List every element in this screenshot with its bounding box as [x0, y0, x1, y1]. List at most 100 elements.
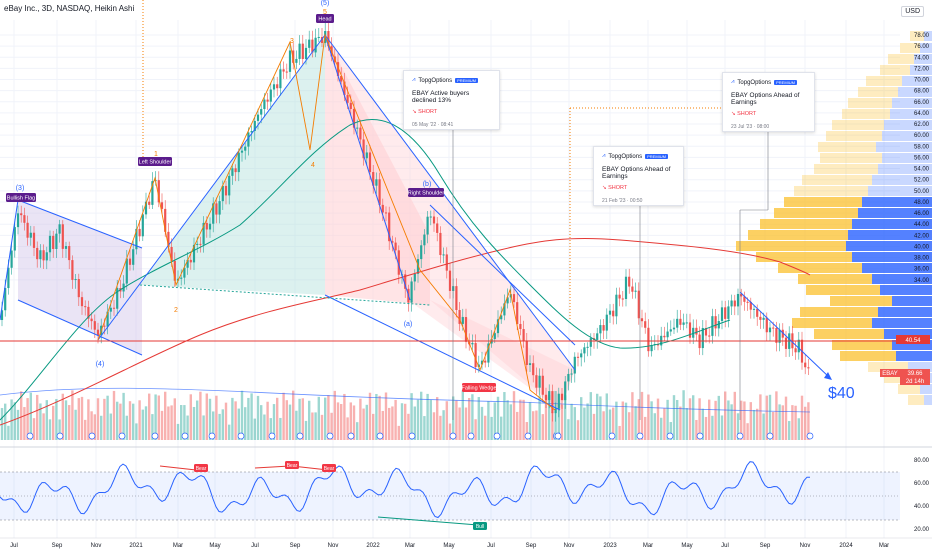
earnings-icon[interactable]	[696, 432, 704, 440]
earnings-icon[interactable]	[376, 432, 384, 440]
price-tags: 40.54 EBAY 39.66 2d 14h	[880, 335, 930, 385]
card-timestamp: 23 Jul '23 · 08:00	[731, 124, 770, 130]
time-axis-label: Jul	[721, 543, 729, 549]
price-tag-price: 39.66	[907, 371, 923, 377]
earnings-icon[interactable]	[237, 432, 245, 440]
brand-logo-icon: ⩘	[602, 153, 606, 159]
volume-profile	[736, 31, 932, 405]
price-axis-label: 64.00	[914, 111, 930, 117]
rsi-axis[interactable]: 80.00 60.00 40.00 20.00	[914, 458, 930, 533]
earnings-icon[interactable]	[449, 432, 457, 440]
card-brand: ⩘ TopgOptions PREMIUM	[731, 79, 797, 86]
earnings-icon[interactable]	[56, 432, 64, 440]
target-trend-line	[739, 291, 831, 379]
wave-label-4-blue: (4)	[96, 361, 105, 368]
time-axis-label: Mar	[405, 543, 415, 549]
idea-card-3[interactable]: ⩘ TopgOptions PREMIUM EBAY Options Ahead o…	[722, 72, 815, 132]
earnings-icon[interactable]	[88, 432, 96, 440]
price-axis-label: 36.00	[914, 267, 930, 273]
time-axis-label: Mar	[173, 543, 183, 549]
earnings-icon[interactable]	[151, 432, 159, 440]
rsi-bear-label[interactable]: Bear	[194, 464, 208, 472]
price-axis-label: 52.00	[914, 178, 930, 184]
rsi-bear-label[interactable]: Bear	[285, 461, 299, 469]
earnings-icon[interactable]	[181, 432, 189, 440]
earnings-icon[interactable]	[467, 432, 475, 440]
wave-label-1: 1	[154, 151, 158, 158]
time-axis-label: Nov	[800, 543, 811, 549]
time-axis-label: Sep	[760, 543, 771, 549]
rsi-label-text: Bull	[476, 524, 484, 530]
earnings-icon[interactable]	[608, 432, 616, 440]
rsi-axis-label: 20.00	[914, 527, 930, 533]
card-signal: ↘ SHORT	[602, 185, 628, 191]
rsi-axis-label: 40.00	[914, 504, 930, 510]
idea-card-1[interactable]: ⩘ TopgOptions PREMIUM EBAY Active buyers d…	[403, 70, 500, 130]
time-axis-label: Mar	[879, 543, 889, 549]
time-axis-label: Jul	[251, 543, 259, 549]
earnings-icon[interactable]	[347, 432, 355, 440]
rsi-line	[0, 461, 811, 519]
earnings-icon[interactable]	[736, 432, 744, 440]
price-axis-label: 68.00	[914, 89, 930, 95]
time-axis-label: 2022	[366, 543, 380, 549]
earnings-icon[interactable]	[118, 432, 126, 440]
earnings-icon[interactable]	[296, 432, 304, 440]
time-axis-label: Jul	[10, 543, 18, 549]
card-brand: ⩘ TopgOptions PREMIUM	[602, 153, 668, 160]
card-headline: EBAY Options Ahead of Earnings	[602, 166, 671, 180]
rsi-bull-label[interactable]: Bull	[473, 522, 487, 530]
time-axis-label: Nov	[91, 543, 102, 549]
earnings-icon[interactable]	[326, 432, 334, 440]
brand-logo-icon: ⩘	[412, 77, 416, 83]
time-axis-label: Sep	[526, 543, 537, 549]
price-tag-countdown: 2d 14h	[906, 379, 924, 385]
earnings-icon[interactable]	[666, 432, 674, 440]
time-axis[interactable]: Jul Sep Nov 2021 Mar May Jul Sep Nov 2022 Mar May Ju…	[10, 543, 889, 549]
earnings-icon[interactable]	[524, 432, 532, 440]
earnings-icon[interactable]	[806, 432, 814, 440]
earnings-icon[interactable]	[268, 432, 276, 440]
earnings-icon[interactable]	[26, 432, 34, 440]
head-shoulders-right-area	[325, 35, 430, 305]
label-right-shoulder-text: Right Shoulder	[408, 191, 445, 197]
card-headline: EBAY Options Ahead of Earnings	[731, 92, 800, 106]
wave-label-b-blue: (b)	[423, 181, 432, 188]
price-axis[interactable]: 78.00 76.00 74.00 72.00 70.00 68.00 66.00 64.00…	[914, 33, 930, 284]
price-axis-label: 34.00	[914, 278, 930, 284]
rsi-label-text: Bear	[287, 463, 298, 469]
wave-label-3: 3	[290, 38, 294, 45]
rsi-bear-label[interactable]: Bear	[322, 464, 336, 472]
earnings-icon[interactable]	[766, 432, 774, 440]
time-axis-label: Sep	[52, 543, 63, 549]
price-axis-label: 62.00	[914, 122, 930, 128]
card-timestamp: 21 Feb '23 · 00:50	[602, 198, 643, 204]
idea-card-2[interactable]: ⩘ TopgOptions PREMIUM EBAY Options Ahead o…	[593, 146, 684, 206]
rsi-label-text: Bear	[196, 466, 207, 472]
label-head[interactable]: Head	[316, 14, 334, 23]
earnings-icon[interactable]	[408, 432, 416, 440]
label-falling-wedge[interactable]: Falling Wedge	[461, 383, 497, 392]
price-axis-label: 58.00	[914, 144, 930, 150]
currency-button[interactable]: USD	[901, 6, 924, 17]
earnings-icon[interactable]	[208, 432, 216, 440]
event-markers[interactable]	[26, 432, 814, 440]
ma-50-line	[0, 118, 731, 421]
price-tag-ticker: EBAY	[882, 371, 898, 377]
label-bullish-flag-text: Bullish Flag	[7, 196, 35, 202]
price-axis-label: 70.00	[914, 78, 930, 84]
card-connectors	[452, 130, 769, 420]
label-bullish-flag[interactable]: Bullish Flag	[6, 193, 36, 202]
time-axis-label: May	[443, 543, 454, 549]
earnings-icon[interactable]	[493, 432, 501, 440]
time-axis-label: 2023	[603, 543, 617, 549]
price-axis-label: 44.00	[914, 222, 930, 228]
elliott-wave-orange	[97, 33, 556, 411]
label-right-shoulder[interactable]: Right Shoulder	[408, 188, 445, 197]
earnings-icon[interactable]	[636, 432, 644, 440]
earnings-icon[interactable]	[554, 432, 562, 440]
card-timestamp: 05 May '22 · 08:41	[412, 122, 454, 128]
time-axis-label: Nov	[328, 543, 339, 549]
label-left-shoulder[interactable]: Left Shoulder	[138, 157, 172, 166]
